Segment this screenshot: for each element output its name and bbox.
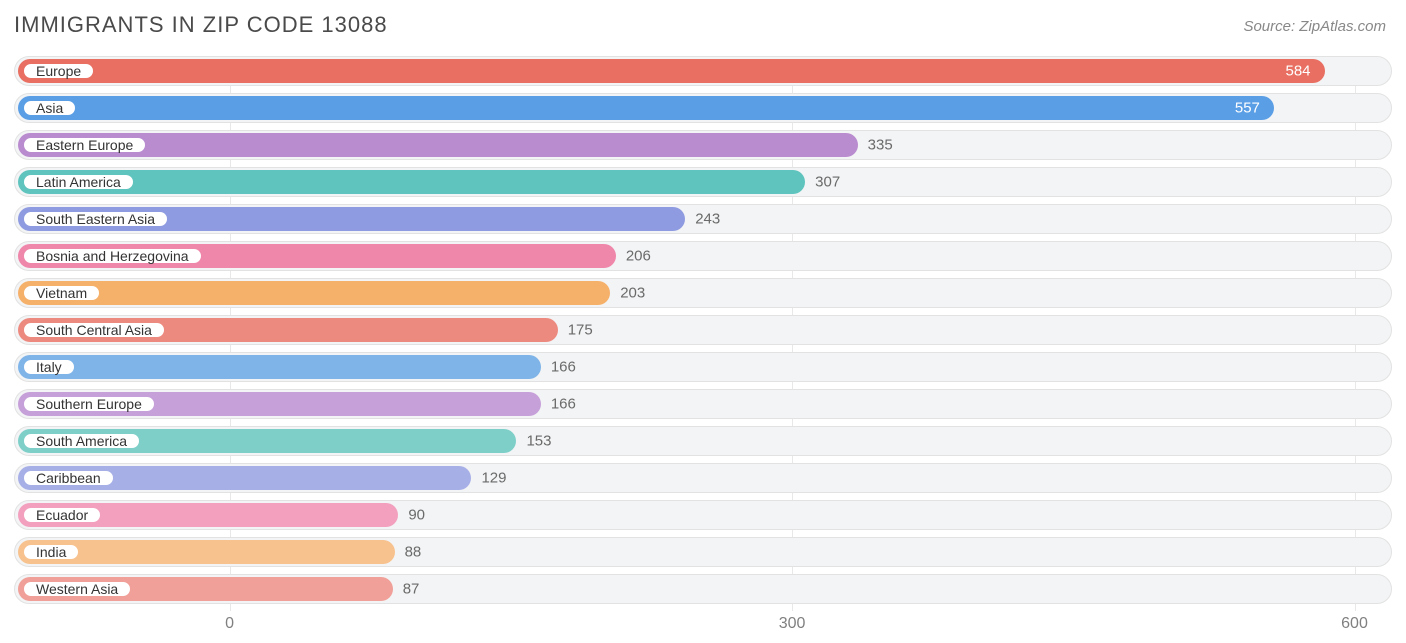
bar-label: Asia xyxy=(22,99,77,117)
bar-label: Vietnam xyxy=(22,284,101,302)
bar-row: South Eastern Asia 243 xyxy=(14,204,1392,234)
bar-value: 166 xyxy=(551,396,576,413)
bar-row: Italy 166 xyxy=(14,352,1392,382)
bar-value: 153 xyxy=(526,433,551,450)
chart-source: Source: ZipAtlas.com xyxy=(1243,12,1386,35)
bar-value: 90 xyxy=(408,507,425,524)
chart-plot-area: Europe 584 Asia 557 Eastern Europe 335 Latin A… xyxy=(14,56,1392,611)
bar-label: Ecuador xyxy=(22,506,102,524)
bar-label: South Eastern Asia xyxy=(22,210,169,228)
bar-fill xyxy=(18,96,1274,120)
bar-fill xyxy=(18,170,805,194)
bar-label: Latin America xyxy=(22,173,135,191)
bar-value: 307 xyxy=(815,174,840,191)
bar-row: South Central Asia 175 xyxy=(14,315,1392,345)
bar-row: Eastern Europe 335 xyxy=(14,130,1392,160)
bar-value: 166 xyxy=(551,359,576,376)
bar-row: Asia 557 xyxy=(14,93,1392,123)
bar-fill xyxy=(18,355,541,379)
bar-row: Vietnam 203 xyxy=(14,278,1392,308)
bar-value: 87 xyxy=(403,581,420,598)
bar-label: Bosnia and Herzegovina xyxy=(22,247,203,265)
bar-label: India xyxy=(22,543,80,561)
bar-value: 584 xyxy=(1285,63,1310,80)
bar-row: Ecuador 90 xyxy=(14,500,1392,530)
bar-value: 335 xyxy=(868,137,893,154)
axis-tick: 300 xyxy=(779,615,806,633)
bar-label: Southern Europe xyxy=(22,395,156,413)
bar-label: South Central Asia xyxy=(22,321,166,339)
bar-value: 175 xyxy=(568,322,593,339)
bar-row: Western Asia 87 xyxy=(14,574,1392,604)
bar-row: Caribbean 129 xyxy=(14,463,1392,493)
chart-title: IMMIGRANTS IN ZIP CODE 13088 xyxy=(14,12,388,38)
bar-value: 557 xyxy=(1235,100,1260,117)
bar-label: Eastern Europe xyxy=(22,136,147,154)
axis-tick: 0 xyxy=(225,615,234,633)
bar-value: 203 xyxy=(620,285,645,302)
bar-label: Caribbean xyxy=(22,469,115,487)
bar-fill xyxy=(18,281,610,305)
bar-label: Italy xyxy=(22,358,76,376)
bar-row: India 88 xyxy=(14,537,1392,567)
bar-fill xyxy=(18,59,1325,83)
bar-value: 243 xyxy=(695,211,720,228)
bar-row: Southern Europe 166 xyxy=(14,389,1392,419)
bar-label: Europe xyxy=(22,62,95,80)
bar-row: Latin America 307 xyxy=(14,167,1392,197)
bar-value: 206 xyxy=(626,248,651,265)
axis-tick: 600 xyxy=(1341,615,1368,633)
bar-value: 88 xyxy=(405,544,422,561)
x-axis: 0 300 600 xyxy=(14,615,1392,637)
bar-label: South America xyxy=(22,432,141,450)
bar-row: South America 153 xyxy=(14,426,1392,456)
bar-row: Europe 584 xyxy=(14,56,1392,86)
bar-label: Western Asia xyxy=(22,580,132,598)
bar-value: 129 xyxy=(481,470,506,487)
bar-row: Bosnia and Herzegovina 206 xyxy=(14,241,1392,271)
